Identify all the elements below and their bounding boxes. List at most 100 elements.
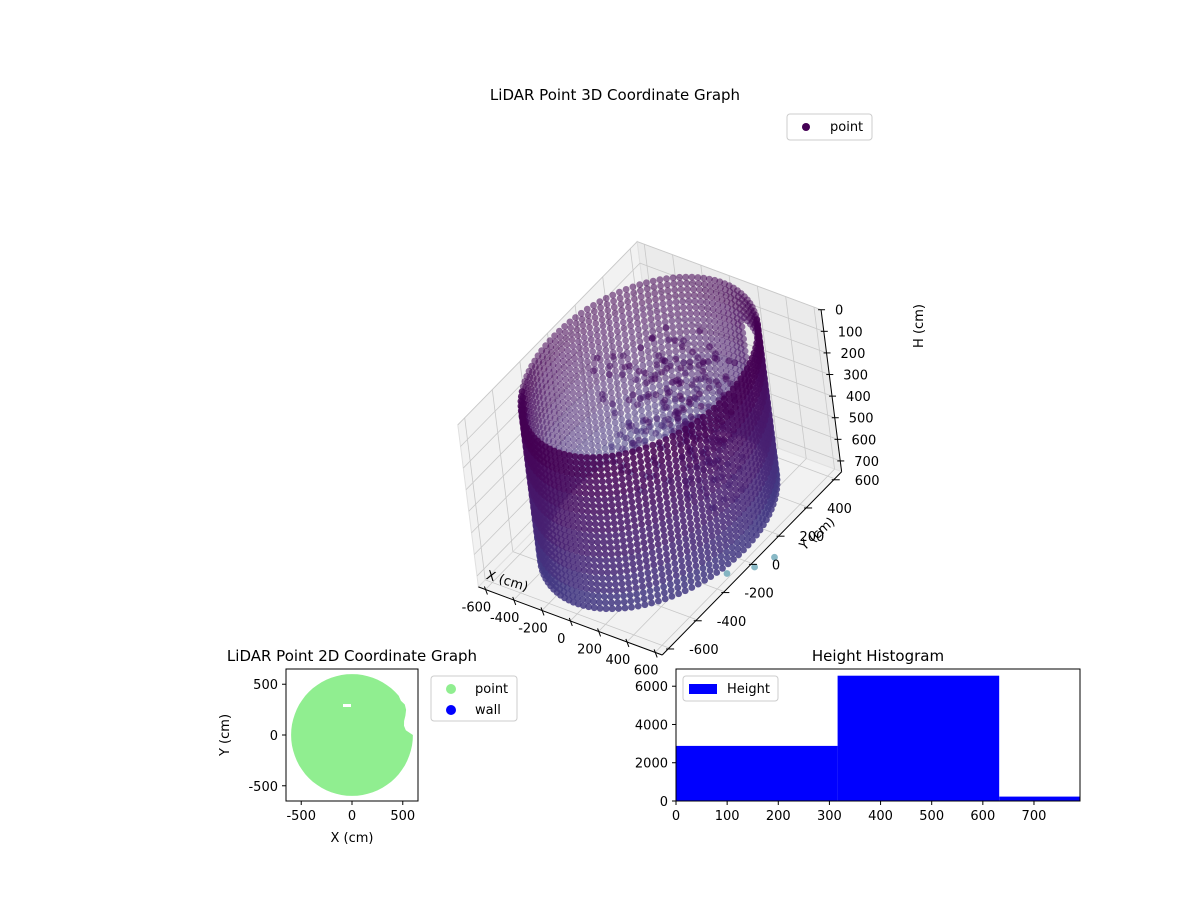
plot3d-point [616, 403, 624, 411]
plot3d-point [643, 279, 650, 287]
plot3d-point [711, 557, 719, 564]
plot3d-point [628, 603, 635, 611]
plot3d-point [677, 441, 684, 449]
plot3d-point [644, 513, 651, 520]
plot3d-point [685, 508, 693, 515]
plot3d-point [570, 482, 577, 490]
plot3d-point [676, 435, 684, 443]
plot3d-point [677, 447, 685, 455]
plot3d-point [681, 581, 688, 589]
plot2d-gap [343, 704, 351, 707]
plot3d-point [641, 494, 649, 502]
plot3d-point [686, 363, 694, 370]
plot3d-point [674, 409, 682, 416]
plot3d-point [564, 435, 571, 443]
plot3d-point [698, 506, 706, 514]
plot3d-point [665, 293, 673, 301]
plot3d-point [590, 360, 598, 368]
plot3d-point [730, 515, 738, 522]
plot3d-point [652, 408, 660, 416]
plot3d-point [708, 335, 715, 342]
plot3d-point [596, 556, 604, 564]
plot3d-point [610, 519, 618, 527]
plot3d-point [726, 525, 733, 533]
plot3d-point [701, 472, 708, 480]
plot3d-point [604, 307, 612, 314]
plot3d-point [631, 295, 638, 303]
plot3d-point [729, 503, 736, 510]
plot3d-point [607, 544, 615, 552]
plot3d-point [571, 354, 578, 362]
plot3d-point [677, 551, 684, 558]
plot3d-point [677, 286, 685, 293]
plot3d-point [608, 550, 615, 558]
plot3d-point [622, 561, 630, 569]
plot3d-point [525, 367, 533, 375]
plot3d-point [700, 419, 708, 427]
plot3d-point [662, 487, 669, 495]
plot3d-point [592, 424, 600, 432]
plot3d-point [563, 429, 571, 436]
plot3d-point [564, 481, 572, 488]
plot3d-point [670, 554, 678, 561]
plot3d-point [611, 419, 619, 427]
plot3d-point [720, 483, 728, 491]
plot3d-point [622, 337, 629, 344]
plot3d-point [647, 315, 655, 323]
plot3d-point [645, 297, 653, 305]
plot3d-point [637, 287, 644, 295]
plot3d-point [601, 593, 608, 600]
plot3d-point [634, 319, 641, 327]
plot3d-point [588, 342, 596, 349]
plot3d-point [634, 596, 641, 604]
plot3d-point [553, 350, 561, 358]
plot3d-point [698, 552, 705, 560]
plot3d-point [673, 304, 681, 312]
plot3d-point [675, 538, 683, 546]
plot3d-point [609, 458, 617, 466]
plot3d-point [703, 394, 711, 402]
plot3d-point [637, 571, 645, 578]
plot3d-point [722, 375, 730, 383]
plot3d-point [693, 310, 700, 317]
plot3d-point [683, 285, 691, 293]
plot3d-point [612, 367, 619, 375]
plot3d-point [558, 467, 565, 475]
plot3d-x-tick [512, 596, 517, 606]
plot3d-point [573, 506, 580, 514]
plot3d-point [736, 439, 744, 447]
plot3d-point [712, 510, 719, 518]
plot3d-point [689, 434, 697, 441]
plot3d-point [554, 356, 561, 364]
plot3d-point [632, 584, 640, 592]
plot3d-point [691, 504, 699, 512]
plot3d-point [573, 465, 581, 472]
plot3d-point [614, 328, 621, 335]
plot3d-point [709, 299, 716, 307]
plot3d-point [613, 321, 620, 329]
plot3d-point [585, 514, 592, 521]
plot3d-point [644, 456, 651, 464]
plot3d-point [728, 414, 736, 422]
plot3d-point [617, 409, 625, 417]
plot3d-point [603, 352, 611, 360]
plot3d-point [556, 327, 563, 335]
plot3d-point [629, 448, 636, 456]
plot3d-point [660, 475, 668, 483]
plot3d-point [696, 488, 704, 496]
plot3d-point [664, 448, 671, 455]
plot3d-point [659, 577, 667, 585]
plot3d-point [610, 568, 618, 576]
plot3d-point [598, 368, 606, 376]
plot3d-point [575, 483, 583, 491]
plot3d-point [571, 494, 579, 502]
plot3d-point [653, 478, 661, 485]
plot3d-point [623, 456, 630, 463]
plot3d-point [674, 526, 681, 534]
plot3d-point [654, 591, 661, 599]
plot3d-point [643, 335, 650, 343]
plot3d-point [683, 547, 691, 555]
plot3d-point [703, 443, 711, 451]
plot3d-point [644, 398, 651, 406]
